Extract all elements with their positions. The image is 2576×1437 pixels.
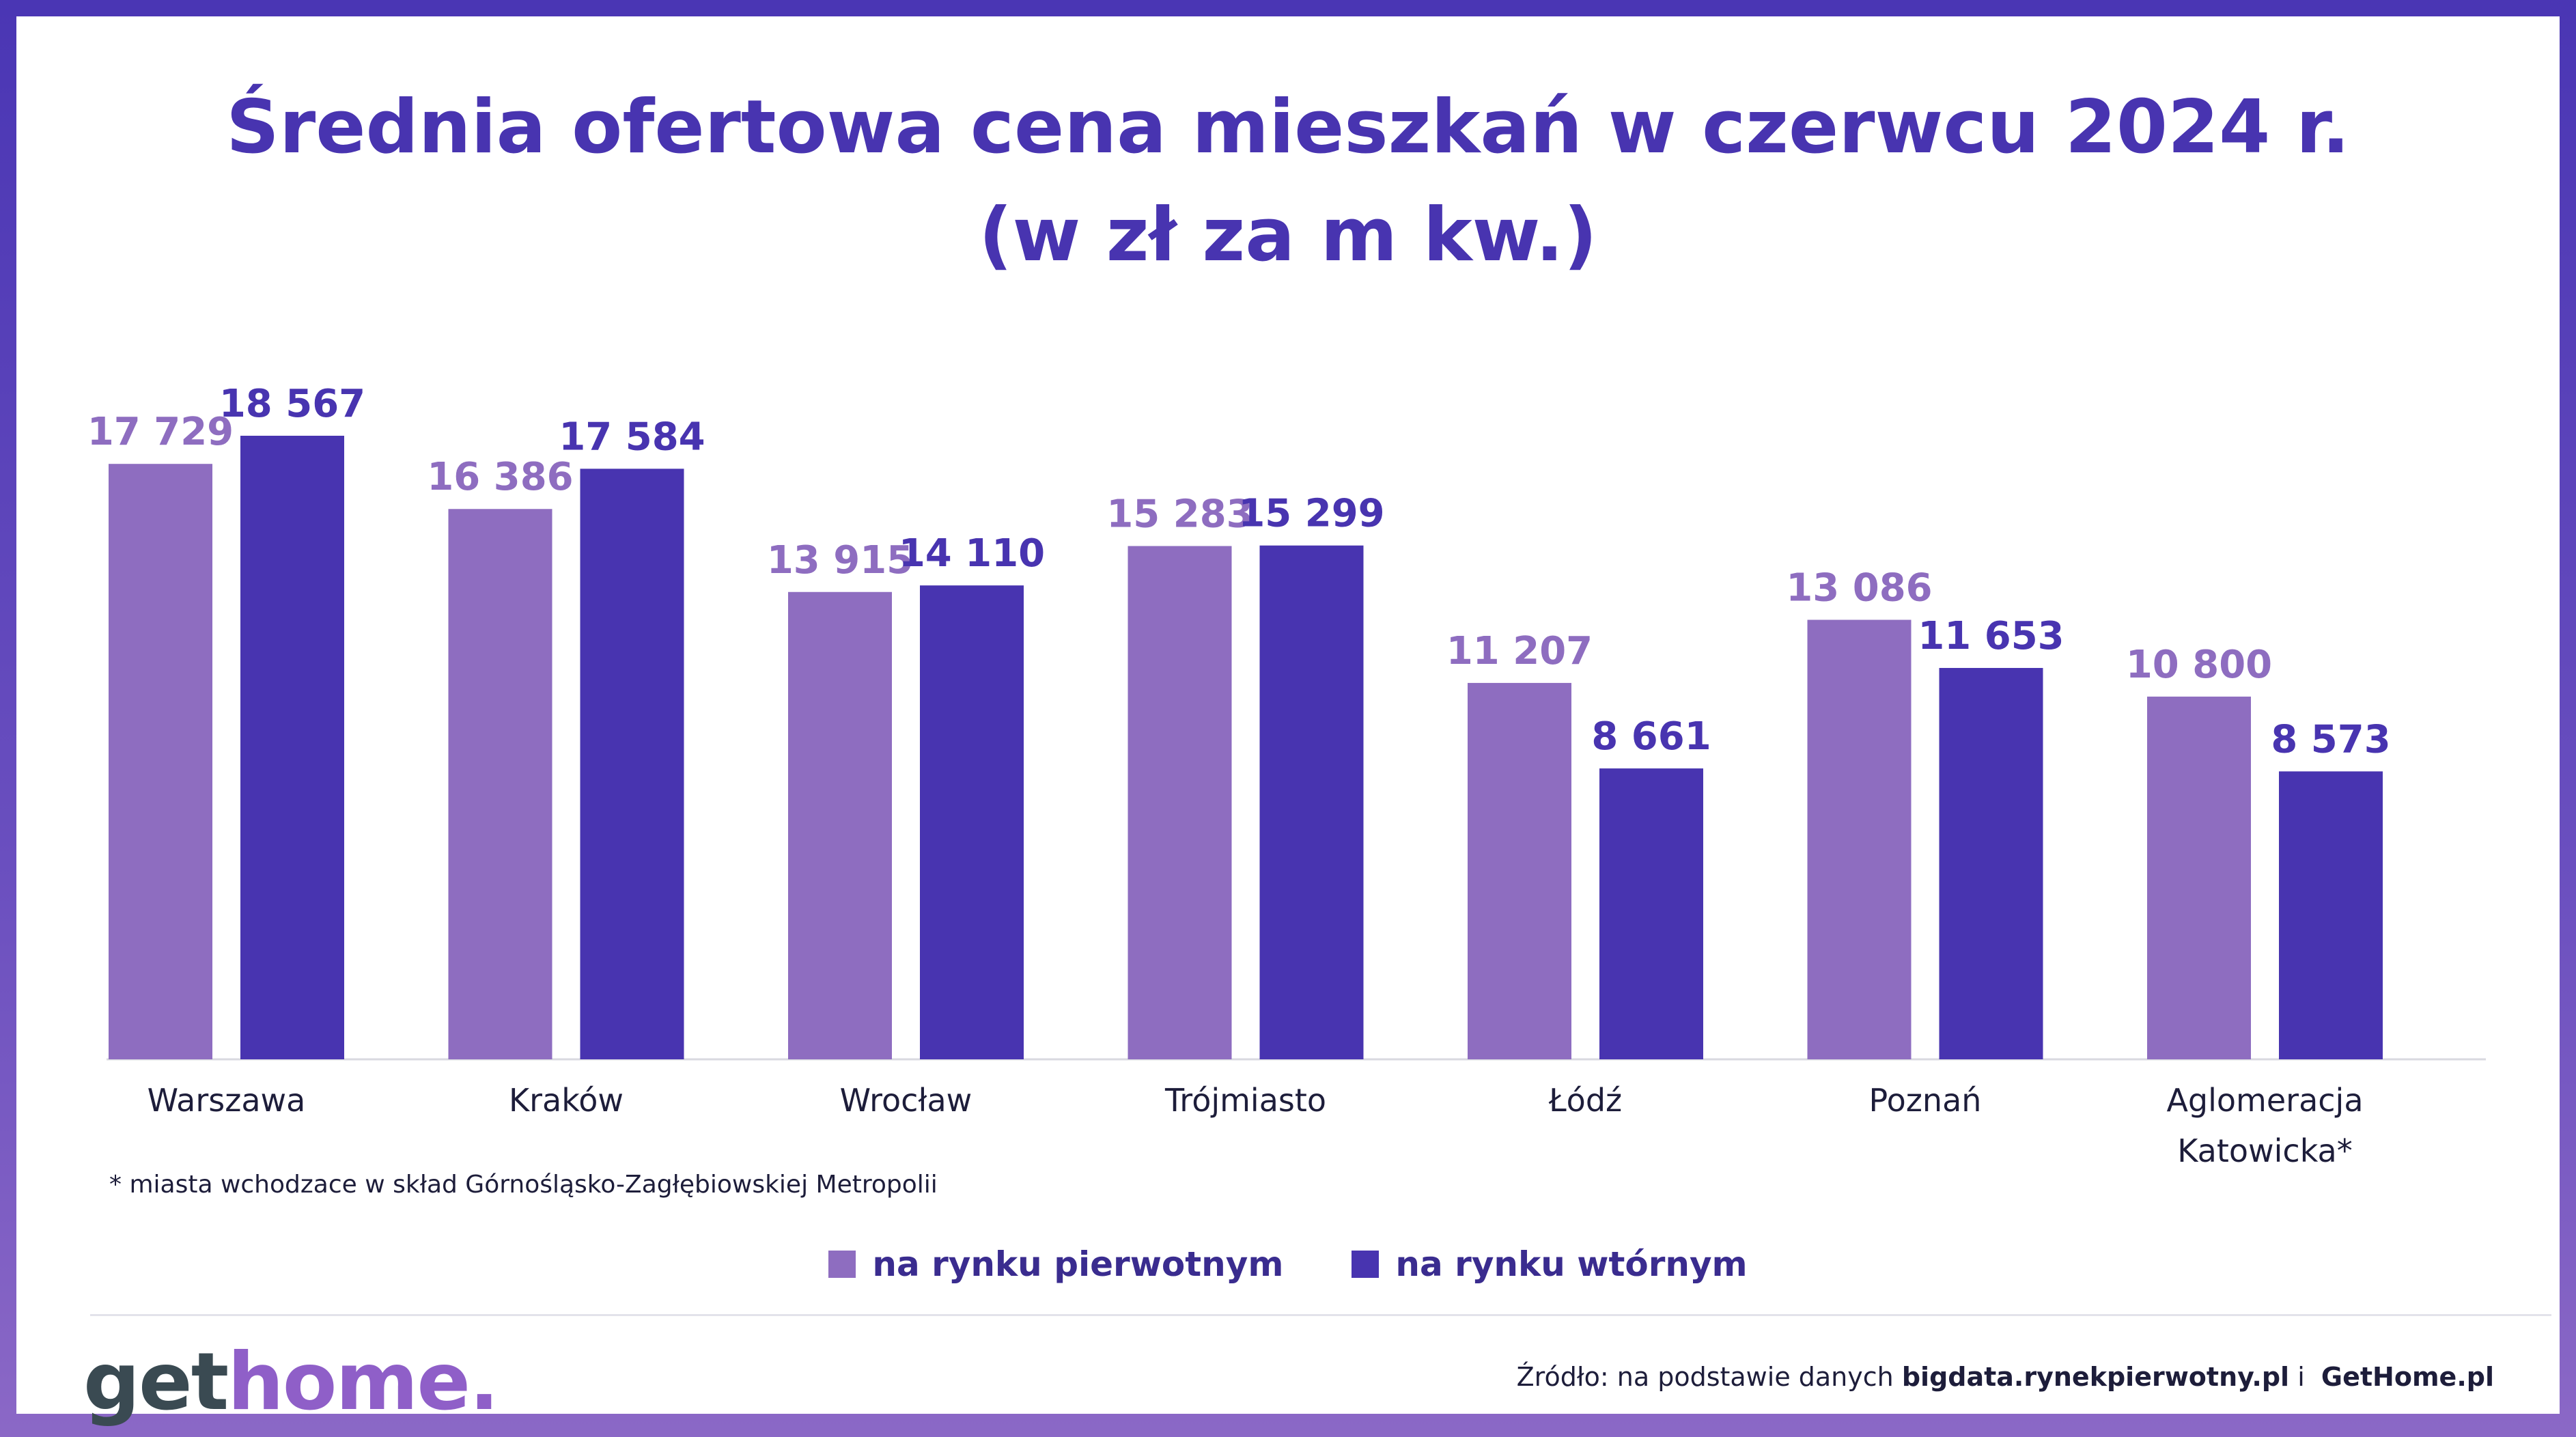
category-label-3: Trójmiasto [1164, 1082, 1326, 1119]
source-link-bigdata: bigdata.rynekpierwotny.pl [1901, 1362, 2290, 1392]
category-label-5: Poznań [1869, 1082, 1982, 1119]
source-link-gethome: GetHome.pl [2321, 1362, 2494, 1392]
data-label-primary-3: 15 283 [1106, 492, 1252, 536]
bar-secondary-6 [2279, 771, 2383, 1059]
category-label-2: Wrocław [840, 1082, 972, 1119]
footnote: * miasta wchodzace w skład Górnośląsko-Z… [109, 1171, 938, 1199]
category-label-6-line2: Katowicka* [2177, 1132, 2352, 1169]
bar-secondary-0 [240, 436, 344, 1059]
data-label-primary-4: 11 207 [1446, 629, 1593, 673]
data-label-primary-1: 16 386 [427, 455, 573, 499]
data-label-secondary-0: 18 567 [219, 382, 365, 426]
data-label-secondary-4: 8 661 [1591, 714, 1711, 759]
data-label-primary-2: 13 915 [767, 538, 913, 583]
bar-secondary-5 [1939, 667, 2043, 1059]
source-connector: i [2297, 1362, 2305, 1392]
category-label-6: Aglomeracja [2166, 1082, 2363, 1119]
category-label-0: Warszawa [148, 1082, 306, 1119]
bar-primary-0 [109, 464, 212, 1059]
bar-secondary-4 [1599, 768, 1703, 1059]
legend-label-primary: na rynku pierwotnym [872, 1244, 1284, 1284]
bar-primary-6 [2147, 696, 2251, 1059]
data-label-primary-5: 13 086 [1786, 566, 1932, 611]
bar-primary-2 [788, 591, 892, 1059]
source-prefix: Źródło: na podstawie danych [1516, 1362, 1894, 1392]
bar-primary-1 [448, 509, 552, 1059]
legend-swatch-secondary [1352, 1251, 1380, 1278]
bar-secondary-2 [920, 585, 1024, 1059]
data-label-secondary-1: 17 584 [559, 415, 705, 459]
data-label-secondary-2: 14 110 [899, 531, 1045, 576]
source-note: Źródło: na podstawie danych bigdata.ryne… [1517, 1362, 2494, 1392]
category-label-1: Kraków [509, 1082, 624, 1119]
bar-primary-3 [1128, 546, 1232, 1059]
chart-card: Średnia ofertowa cena mieszkań w czerwcu… [16, 16, 2560, 1428]
chart-subtitle: (w zł za m kw.) [979, 193, 1597, 278]
data-label-primary-0: 17 729 [87, 410, 234, 454]
bar-secondary-3 [1259, 545, 1364, 1059]
bar-secondary-1 [580, 469, 684, 1059]
legend-swatch-primary [828, 1251, 856, 1278]
chart-title: Średnia ofertowa cena mieszkań w czerwcu… [226, 85, 2350, 170]
gethome-logo: gethome. [83, 1336, 499, 1428]
data-label-primary-6: 10 800 [2126, 643, 2272, 687]
bar-primary-5 [1807, 619, 1912, 1059]
logo-part-home: home. [227, 1336, 499, 1428]
divider [90, 1314, 2551, 1316]
legend: na rynku pierwotnym na rynku wtórnym [16, 1244, 2560, 1284]
bar-primary-4 [1468, 682, 1571, 1059]
data-label-secondary-6: 8 573 [2271, 717, 2390, 762]
logo-part-get: get [83, 1336, 229, 1428]
legend-item-secondary: na rynku wtórnym [1352, 1244, 1748, 1284]
data-label-secondary-3: 15 299 [1238, 492, 1384, 536]
legend-item-primary: na rynku pierwotnym [828, 1244, 1283, 1284]
category-label-4: Łódź [1548, 1082, 1622, 1119]
data-label-secondary-5: 11 653 [1918, 614, 2064, 658]
legend-label-secondary: na rynku wtórnym [1395, 1244, 1748, 1284]
